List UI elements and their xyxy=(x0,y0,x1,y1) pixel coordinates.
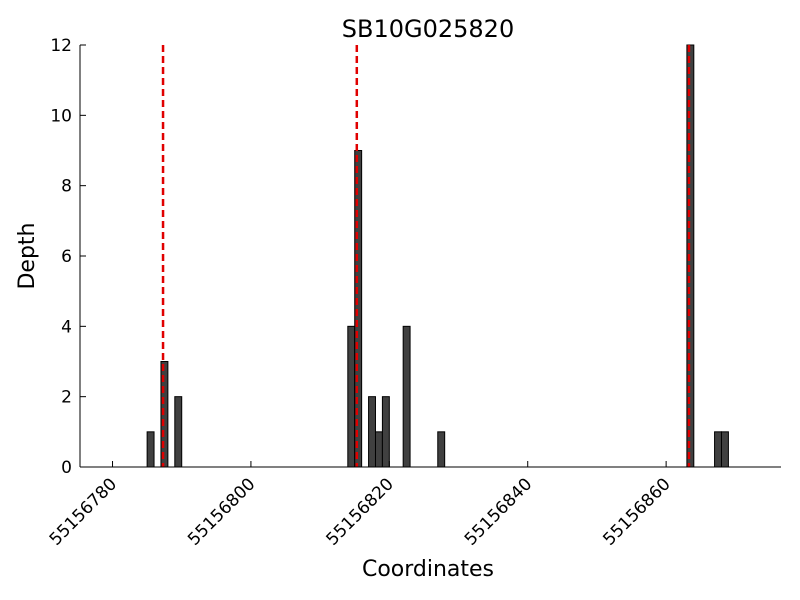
x-tick-label: 55156800 xyxy=(184,474,259,549)
depth-bar xyxy=(146,431,155,468)
marker-lines-layer xyxy=(161,45,691,467)
y-axis-title: Depth xyxy=(15,222,40,289)
bars-layer xyxy=(146,44,729,468)
depth-bar xyxy=(720,431,729,468)
x-tick-label: 55156860 xyxy=(599,474,674,549)
y-tick-label: 0 xyxy=(61,458,72,478)
y-tick-label: 6 xyxy=(61,247,72,267)
depth-bar xyxy=(374,431,383,468)
depth-bar xyxy=(714,431,722,468)
depth-bar xyxy=(174,396,183,468)
y-tick-label: 12 xyxy=(50,36,72,56)
depth-bar xyxy=(368,396,376,468)
axes-layer: 0 2 4 6 8 10 12 55156780 55156800 55156820 5515684… xyxy=(46,36,781,550)
y-tick-label: 2 xyxy=(61,388,72,408)
x-tick-label: 55156820 xyxy=(323,474,398,549)
chart-title: SB10G025820 xyxy=(342,15,514,43)
y-tick-label: 8 xyxy=(61,177,72,197)
x-tick-label: 55156780 xyxy=(46,474,121,549)
x-axis-title: Coordinates xyxy=(362,557,494,582)
y-tick-label: 4 xyxy=(61,317,72,337)
y-tick-label: 10 xyxy=(50,106,72,126)
depth-bar xyxy=(347,325,356,468)
depth-bar xyxy=(437,431,446,468)
depth-bar xyxy=(402,325,411,468)
x-tick-label: 55156840 xyxy=(461,474,536,549)
depth-bar xyxy=(381,396,390,468)
